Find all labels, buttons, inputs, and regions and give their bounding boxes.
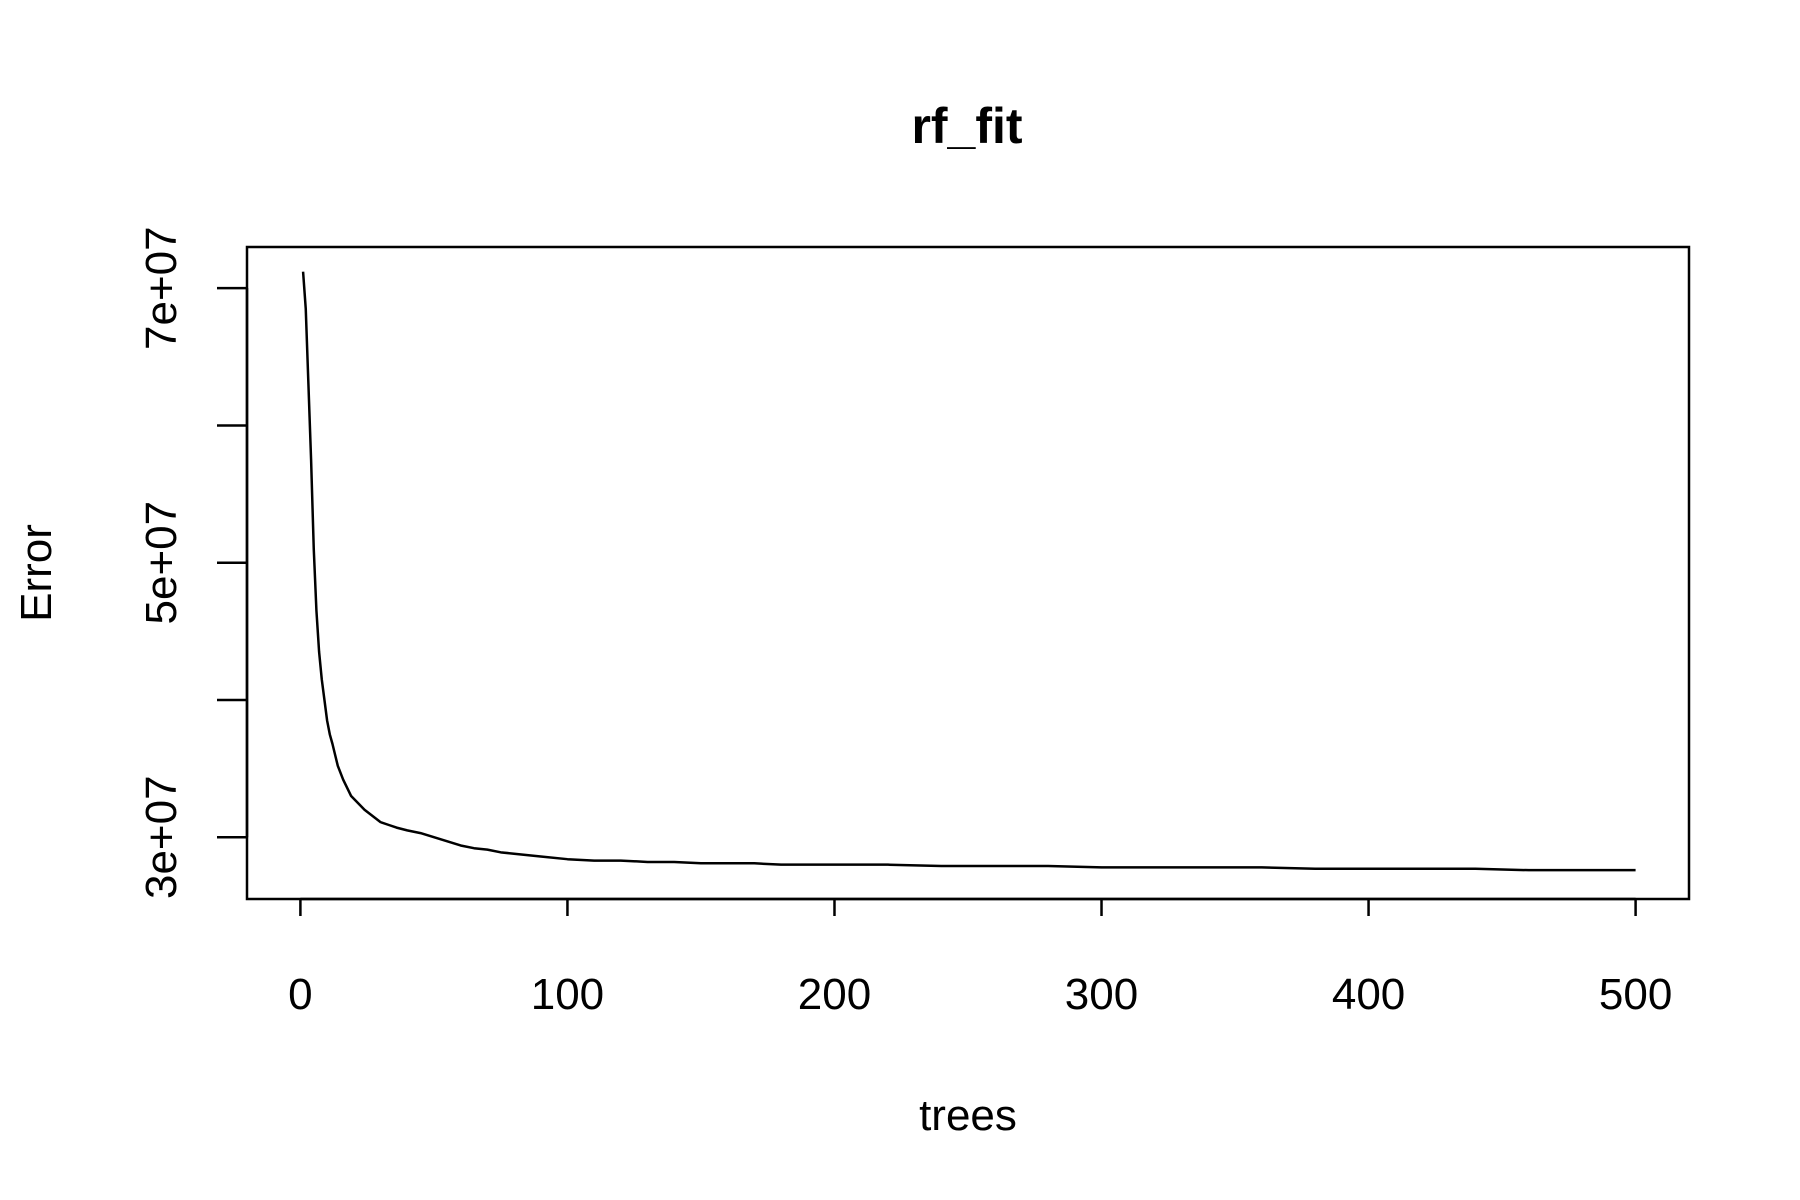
x-tick-label: 300 bbox=[1065, 970, 1138, 1019]
x-tick-label: 200 bbox=[798, 970, 871, 1019]
error-series-line bbox=[301, 271, 1636, 872]
x-tick-label: 400 bbox=[1332, 970, 1405, 1019]
x-axis: 0 100 200 300 400 500 bbox=[288, 897, 1672, 1019]
x-tick-label: 500 bbox=[1599, 970, 1672, 1019]
y-axis: 3e+07 5e+07 7e+07 bbox=[137, 226, 249, 899]
x-tick-label: 100 bbox=[531, 970, 604, 1019]
series-group bbox=[301, 271, 1636, 872]
y-tick-label: 7e+07 bbox=[137, 226, 186, 350]
plot-frame bbox=[245, 245, 1691, 901]
x-tick-label: 0 bbox=[288, 970, 312, 1019]
y-tick-label: 5e+07 bbox=[137, 501, 186, 625]
y-axis-label: Error bbox=[12, 524, 61, 622]
x-axis-label: trees bbox=[919, 1091, 1017, 1140]
chart-title: rf_fit bbox=[911, 98, 1022, 154]
y-tick-label: 3e+07 bbox=[137, 775, 186, 899]
